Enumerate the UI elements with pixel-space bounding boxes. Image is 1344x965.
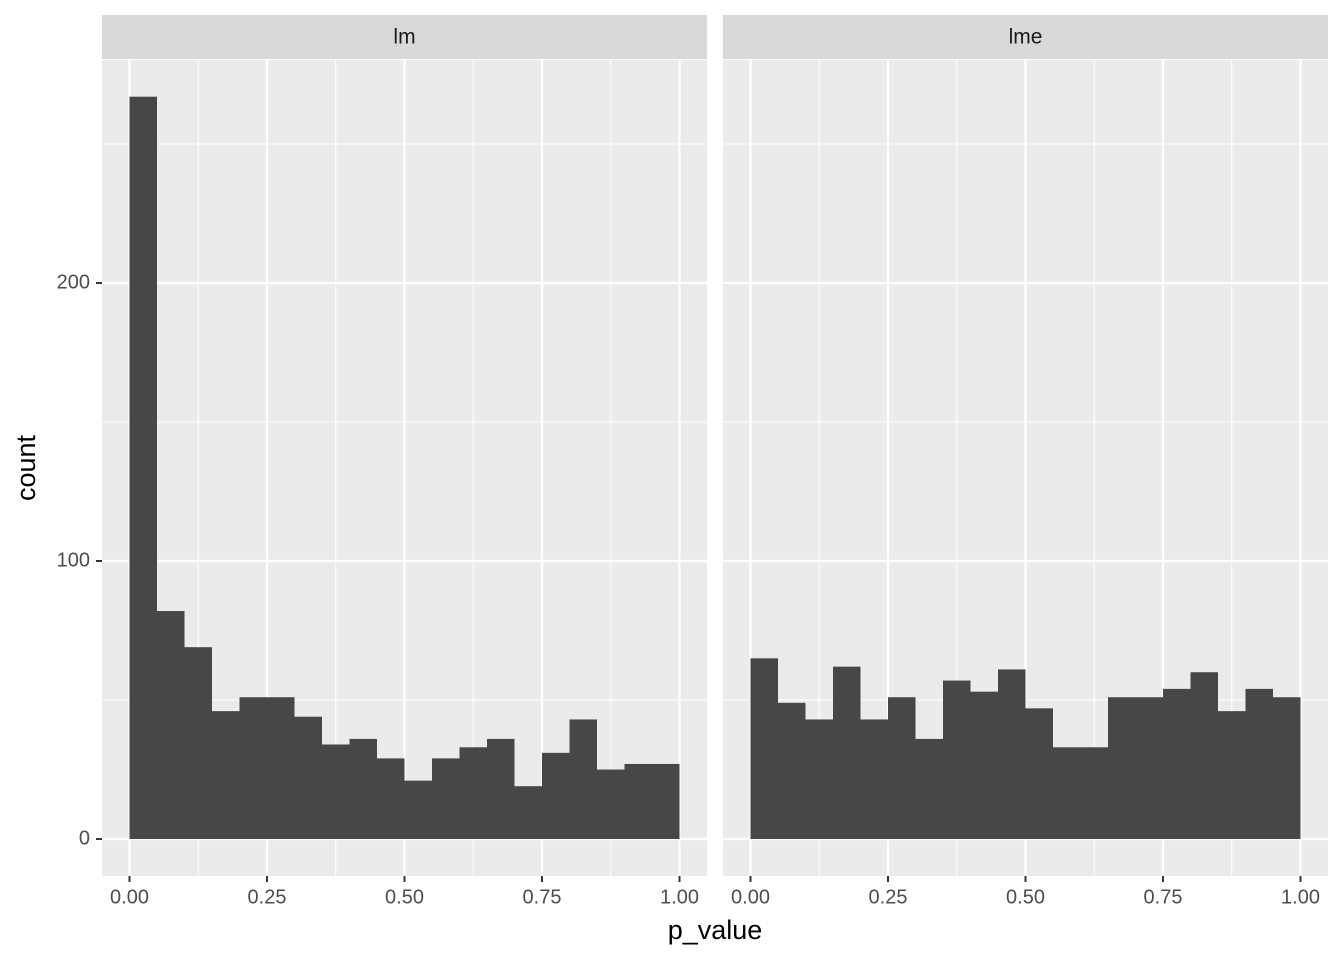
strip-label: lme <box>1009 26 1043 49</box>
bar <box>1190 672 1218 840</box>
x-axis-title: p_value <box>668 915 763 945</box>
bar <box>805 719 833 840</box>
bar <box>404 780 432 840</box>
bar <box>1135 697 1163 840</box>
bar <box>624 763 652 840</box>
bar <box>1108 697 1136 840</box>
bar <box>1218 711 1246 840</box>
x-tick-label: 1.00 <box>1281 886 1320 908</box>
bar <box>322 744 350 840</box>
bar <box>432 758 460 840</box>
bar <box>1053 747 1081 840</box>
bar <box>1080 747 1108 840</box>
x-tick-label: 0.50 <box>1006 886 1045 908</box>
bar <box>1025 708 1053 840</box>
x-tick-label: 0.50 <box>385 886 424 908</box>
bar <box>1163 688 1191 840</box>
y-tick-label: 100 <box>57 549 90 571</box>
bar <box>970 691 998 840</box>
y-tick-label: 200 <box>57 271 90 293</box>
bar <box>514 786 542 840</box>
bar <box>943 680 971 840</box>
strip <box>723 15 1328 59</box>
y-axis-title: count <box>11 434 41 501</box>
bar <box>542 752 570 840</box>
bar <box>157 611 185 840</box>
bar <box>349 738 377 840</box>
bar <box>915 738 943 840</box>
bar <box>239 697 267 840</box>
bar <box>1245 688 1273 840</box>
bar <box>267 697 295 840</box>
x-tick-label: 0.25 <box>869 886 908 908</box>
bar <box>1273 697 1301 840</box>
y-tick-label: 0 <box>79 827 90 849</box>
bar <box>459 747 487 840</box>
bar <box>377 758 405 840</box>
bar <box>652 763 680 840</box>
bar <box>888 697 916 840</box>
bar <box>129 96 157 840</box>
x-tick-label: 0.00 <box>110 886 149 908</box>
bar <box>998 669 1026 840</box>
x-tick-label: 1.00 <box>660 886 699 908</box>
x-tick-label: 0.00 <box>731 886 770 908</box>
bar <box>569 719 597 840</box>
strip <box>102 15 707 59</box>
bar <box>212 711 240 840</box>
bar <box>860 719 888 840</box>
bar <box>597 769 625 840</box>
bar <box>487 738 515 840</box>
x-tick-label: 0.25 <box>248 886 287 908</box>
bar <box>833 666 861 840</box>
bar <box>778 702 806 840</box>
bar <box>750 658 778 840</box>
x-tick-label: 0.75 <box>1144 886 1183 908</box>
strip-label: lm <box>393 26 415 49</box>
x-tick-label: 0.75 <box>523 886 562 908</box>
bar <box>184 647 212 840</box>
bar <box>294 716 322 840</box>
